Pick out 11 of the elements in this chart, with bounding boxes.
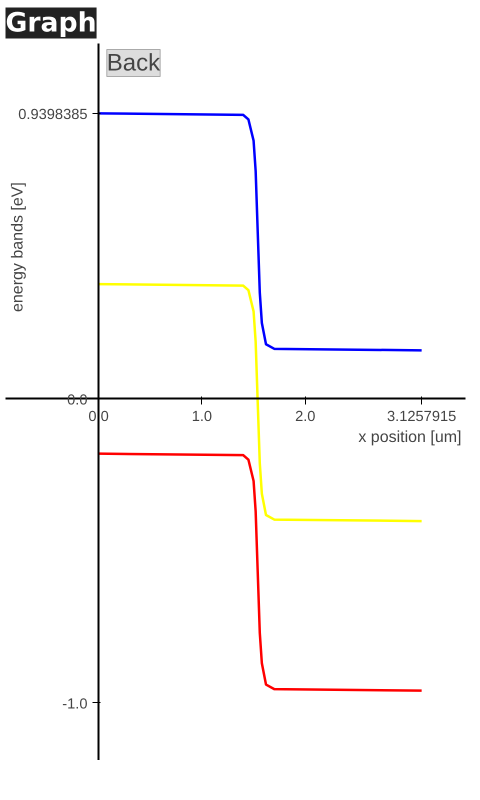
chart-title: Graph: [6, 8, 97, 38]
annotation: Back: [106, 50, 162, 76]
x-axis-title: x position [um]: [358, 428, 462, 446]
x-tick-label: 2.0: [295, 408, 316, 425]
line-series: [97, 112, 423, 352]
y-tick-label: 0.9398385: [18, 106, 88, 123]
line-series: [97, 452, 423, 692]
x-tick-label: 3.1257915: [387, 408, 456, 425]
x-tick-label: 1.0: [192, 408, 212, 425]
y-axis-title: energy bands [eV]: [10, 182, 26, 312]
y-tick-label: -1.0: [62, 696, 88, 712]
